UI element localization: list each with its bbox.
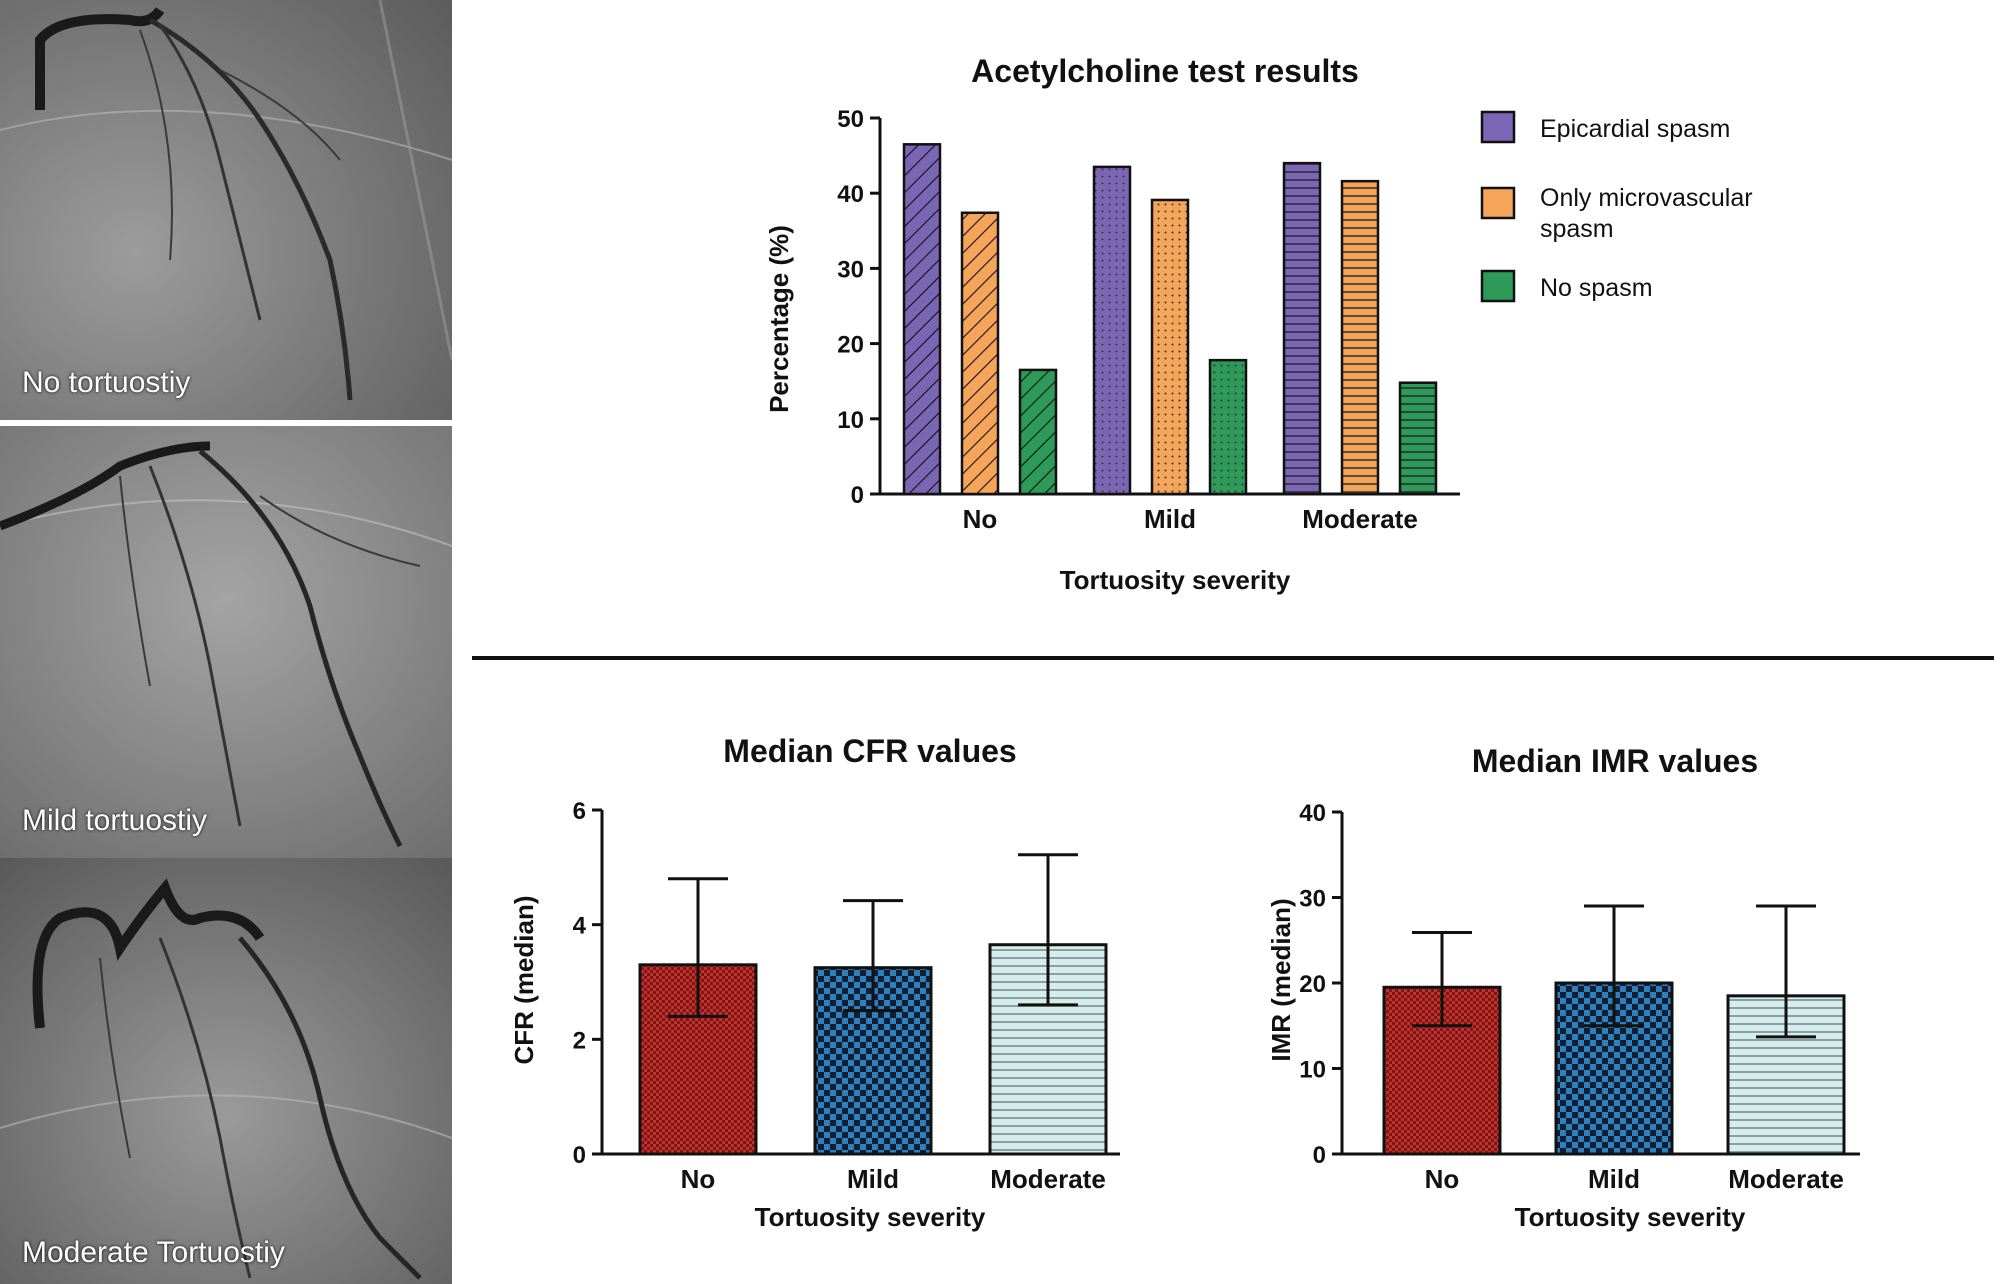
acetylcholine-chart-title: Acetylcholine test results [971,53,1359,89]
cfr-x-tick-label: Mild [847,1164,899,1194]
angiogram-image-3 [0,858,452,1284]
imr-y-tick-label: 20 [1299,971,1326,998]
acetylcholine-bar [1208,358,1248,496]
acetylcholine-bar [1150,198,1190,496]
imr-chart-title: Median IMR values [1472,743,1758,779]
imr-chart: Median IMR values IMR (median) Tortuosit… [1266,743,1860,1232]
imr-x-tick-label: No [1425,1164,1460,1194]
legend-entry-epicardial: Epicardial spasm [1540,115,1730,143]
acetylcholine-x-tick-label: Mild [1144,504,1196,534]
angiogram-no-tortuosity: No tortuostiy [0,0,452,420]
cfr-chart-title: Median CFR values [723,733,1016,769]
imr-x-tick-label: Moderate [1728,1164,1844,1194]
legend-entry-microvascular-2: spasm [1540,215,1614,243]
cfr-y-axis-label: CFR (median) [509,896,539,1065]
acetylcholine-y-tick-label: 50 [837,106,864,133]
cfr-y-tick-label: 4 [573,913,587,940]
acetylcholine-x-tick-label: Moderate [1302,504,1418,534]
acetylcholine-bar [1340,179,1380,496]
acetylcholine-y-tick-label: 20 [837,332,864,359]
acetylcholine-y-tick-label: 30 [837,256,864,283]
imr-y-tick-label: 10 [1299,1057,1326,1084]
acetylcholine-x-tick-label: No [963,504,998,534]
angiogram-image-2 [0,426,452,858]
acetylcholine-bar [1282,161,1322,496]
acetylcholine-bar [902,143,942,496]
acetylcholine-bar [1018,368,1058,496]
cfr-chart: Median CFR values CFR (median) Tortuosit… [509,733,1120,1232]
acetylcholine-legend: Epicardial spasm Only microvascular spas… [1480,110,1753,303]
imr-error-bar [1584,904,1644,1028]
angiogram-label-2: Mild tortuostiy [22,804,208,837]
acetylcholine-y-tick-label: 0 [851,482,864,509]
cfr-y-tick-label: 2 [573,1027,586,1054]
acetylcholine-bar [1398,381,1438,496]
acetylcholine-y-tick-label: 40 [837,181,864,208]
legend-swatch-epicardial [1480,110,1516,144]
imr-x-tick-label: Mild [1588,1164,1640,1194]
cfr-error-bar [668,877,728,1018]
cfr-y-tick-label: 0 [573,1142,586,1169]
legend-swatch-nospasm [1480,269,1516,303]
angiogram-label-3: Moderate Tortuostiy [22,1236,285,1269]
cfr-error-bar [843,899,903,1013]
imr-y-tick-label: 0 [1313,1142,1326,1169]
legend-entry-microvascular: Only microvascular [1540,184,1753,212]
cfr-error-bar [1018,853,1078,1007]
acetylcholine-x-axis-label: Tortuosity severity [1060,565,1291,595]
acetylcholine-chart: Acetylcholine test results Percentage (%… [764,53,1753,595]
legend-entry-nospasm: No spasm [1540,274,1653,302]
cfr-x-tick-label: No [681,1164,716,1194]
imr-error-bar [1756,904,1816,1039]
legend-swatch-microvascular [1480,186,1516,220]
imr-error-bar [1412,931,1472,1028]
angiogram-moderate-tortuosity: Moderate Tortuostiy [0,858,452,1284]
imr-x-axis-label: Tortuosity severity [1515,1202,1746,1232]
cfr-y-tick-label: 6 [573,798,586,825]
imr-y-tick-label: 40 [1299,800,1326,827]
acetylcholine-bar [960,211,1000,496]
angiogram-label-1: No tortuostiy [22,366,191,399]
acetylcholine-y-tick-label: 10 [837,407,864,434]
angiogram-mild-tortuosity: Mild tortuostiy [0,426,452,858]
imr-y-tick-label: 30 [1299,886,1326,913]
cfr-x-axis-label: Tortuosity severity [755,1202,986,1232]
cfr-x-tick-label: Moderate [990,1164,1106,1194]
imr-y-axis-label: IMR (median) [1266,898,1296,1061]
section-divider [472,656,1994,660]
acetylcholine-y-axis-label: Percentage (%) [764,225,794,413]
angiogram-image-1 [0,0,452,420]
acetylcholine-bar [1092,165,1132,496]
